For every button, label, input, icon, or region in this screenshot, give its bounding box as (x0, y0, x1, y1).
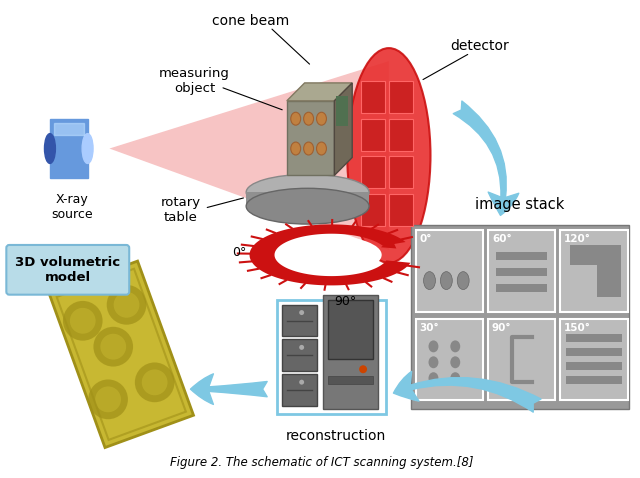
Ellipse shape (440, 272, 452, 290)
Text: 120°: 120° (564, 234, 591, 244)
Bar (389, 81, 413, 113)
Bar (328, 376, 373, 384)
Bar (337, 96, 348, 126)
Circle shape (299, 345, 304, 350)
Bar (361, 156, 385, 188)
Circle shape (100, 334, 126, 359)
Text: 3D volumetric
model: 3D volumetric model (15, 256, 120, 284)
Circle shape (299, 380, 304, 385)
Ellipse shape (281, 236, 381, 273)
FancyArrowPatch shape (394, 371, 541, 412)
Bar (282, 304, 317, 337)
Circle shape (359, 365, 367, 373)
Text: 0°: 0° (420, 234, 432, 244)
Text: 60°: 60° (492, 234, 511, 244)
Bar (560, 230, 628, 312)
Bar (389, 119, 413, 151)
Bar (361, 119, 385, 151)
FancyArrowPatch shape (191, 374, 267, 404)
Ellipse shape (317, 142, 326, 155)
Bar (566, 335, 622, 342)
Bar (496, 252, 547, 260)
Text: cone beam: cone beam (211, 14, 289, 28)
Bar (570, 245, 597, 265)
Text: rotary
table: rotary table (161, 196, 201, 224)
Bar (411, 225, 628, 409)
Circle shape (95, 386, 121, 412)
Ellipse shape (429, 372, 438, 384)
Polygon shape (381, 239, 396, 249)
Bar (54, 123, 84, 135)
Polygon shape (49, 261, 193, 447)
Circle shape (88, 380, 128, 419)
Bar (361, 194, 385, 226)
Bar (560, 318, 628, 400)
Bar (328, 300, 373, 359)
Bar (277, 300, 386, 414)
Text: detector: detector (451, 39, 509, 53)
Text: measuring
object: measuring object (159, 67, 230, 95)
Bar (282, 374, 317, 406)
Bar (415, 318, 483, 400)
Ellipse shape (246, 188, 369, 224)
Bar (323, 294, 378, 409)
Ellipse shape (429, 340, 438, 352)
Ellipse shape (451, 356, 460, 368)
Text: 150°: 150° (564, 323, 591, 333)
Ellipse shape (303, 142, 314, 155)
Ellipse shape (291, 142, 301, 155)
Text: 30°: 30° (420, 323, 439, 333)
Bar (415, 230, 483, 312)
Ellipse shape (82, 134, 93, 163)
Circle shape (107, 285, 147, 325)
Polygon shape (334, 83, 352, 175)
FancyArrowPatch shape (453, 101, 519, 216)
Text: 90°: 90° (492, 323, 511, 333)
Circle shape (70, 308, 95, 334)
Polygon shape (250, 224, 410, 285)
Ellipse shape (45, 134, 56, 163)
Ellipse shape (246, 174, 369, 210)
Bar (496, 284, 547, 292)
Polygon shape (109, 61, 389, 250)
Circle shape (135, 362, 175, 402)
Bar (287, 101, 334, 175)
Ellipse shape (291, 112, 301, 125)
Bar (566, 376, 622, 384)
Ellipse shape (303, 112, 314, 125)
Ellipse shape (457, 272, 469, 290)
Ellipse shape (348, 48, 431, 263)
Bar (389, 194, 413, 226)
Text: reconstruction: reconstruction (286, 429, 387, 443)
Circle shape (114, 292, 140, 318)
Bar (566, 362, 622, 370)
Bar (389, 156, 413, 188)
Ellipse shape (317, 112, 326, 125)
Text: image stack: image stack (475, 197, 564, 212)
Circle shape (142, 369, 168, 395)
Text: 90°: 90° (334, 295, 356, 308)
Bar (566, 348, 622, 356)
Bar (488, 230, 556, 312)
Ellipse shape (424, 272, 435, 290)
Ellipse shape (451, 340, 460, 352)
Bar (361, 81, 385, 113)
Circle shape (93, 327, 133, 367)
Bar (246, 192, 369, 206)
Bar (282, 339, 317, 371)
Text: 0°: 0° (232, 247, 247, 260)
Ellipse shape (451, 372, 460, 384)
Text: Figure 2. The schematic of ICT scanning system.[8]: Figure 2. The schematic of ICT scanning … (170, 456, 473, 468)
Text: X-ray
source: X-ray source (51, 193, 93, 221)
Ellipse shape (429, 356, 438, 368)
Circle shape (299, 310, 304, 315)
Bar (597, 245, 621, 297)
FancyBboxPatch shape (6, 245, 129, 294)
Bar (488, 318, 556, 400)
Circle shape (63, 301, 102, 341)
Bar (50, 119, 88, 178)
Bar (496, 268, 547, 276)
Polygon shape (287, 83, 352, 101)
